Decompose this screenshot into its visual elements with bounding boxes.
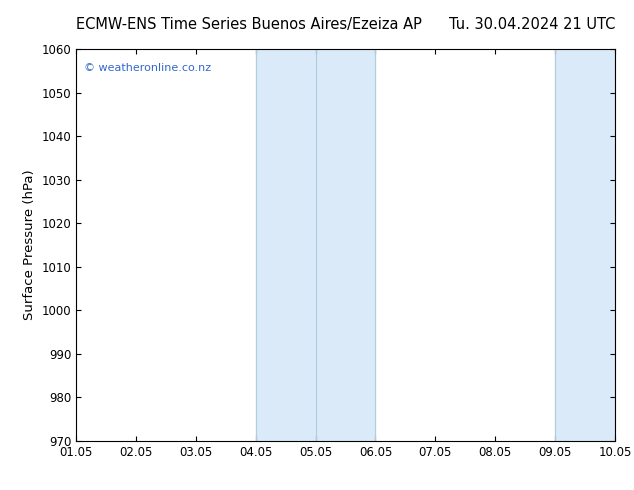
Bar [555, 49, 615, 441]
Text: Tu. 30.04.2024 21 UTC: Tu. 30.04.2024 21 UTC [449, 17, 615, 32]
Text: ECMW-ENS Time Series Buenos Aires/Ezeiza AP: ECMW-ENS Time Series Buenos Aires/Ezeiza… [76, 17, 422, 32]
Y-axis label: Surface Pressure (hPa): Surface Pressure (hPa) [23, 170, 36, 320]
Bar [256, 49, 375, 441]
Text: © weatheronline.co.nz: © weatheronline.co.nz [84, 63, 211, 73]
